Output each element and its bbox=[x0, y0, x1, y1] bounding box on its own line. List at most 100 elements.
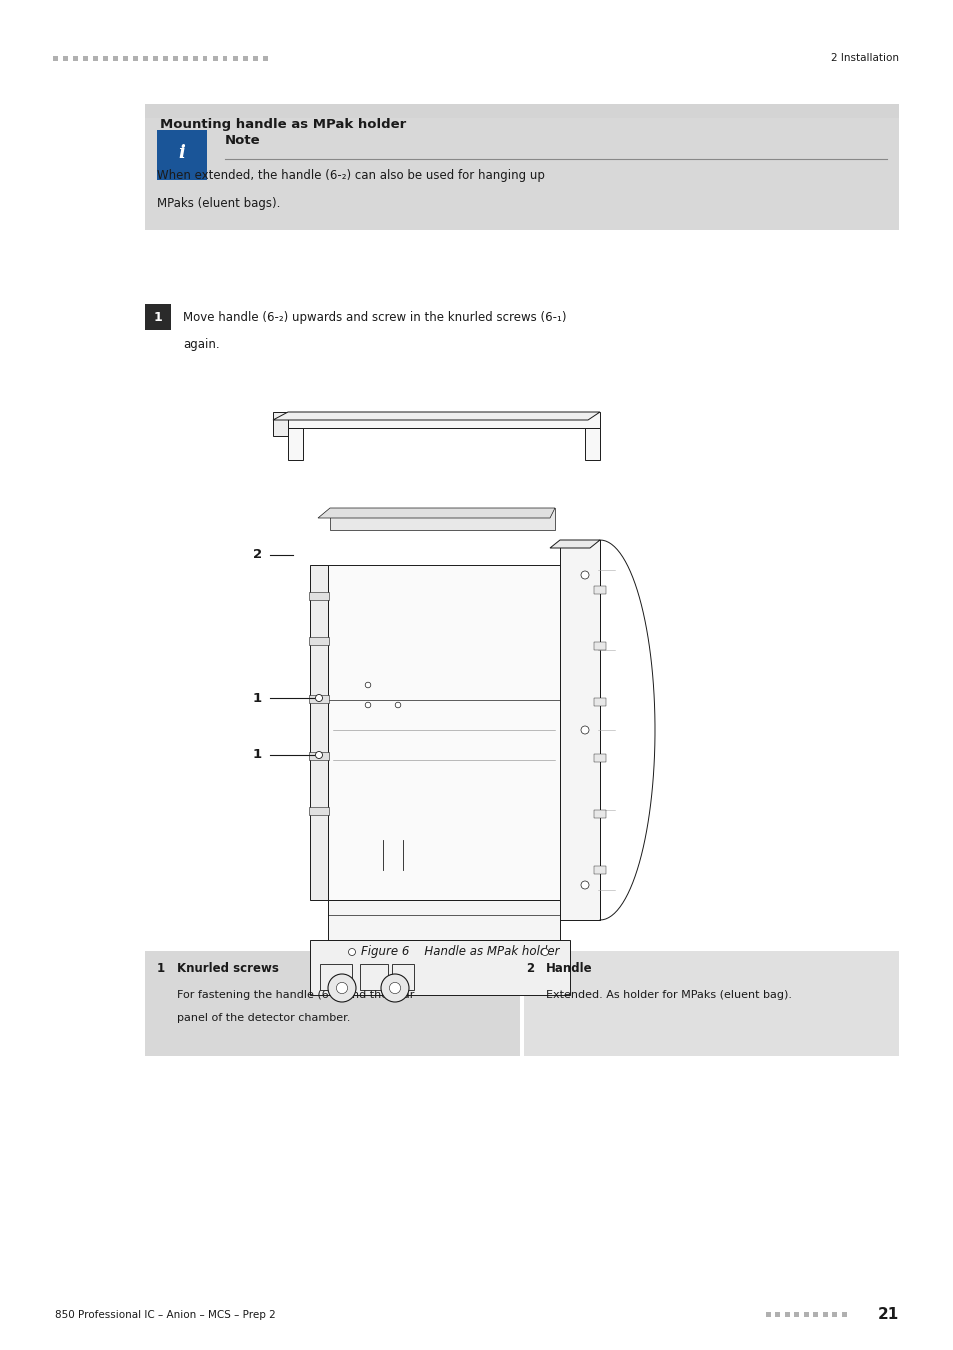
Circle shape bbox=[336, 983, 347, 994]
Bar bbox=[309, 807, 329, 815]
Bar bbox=[309, 695, 329, 703]
Bar bbox=[202, 55, 208, 61]
Text: i: i bbox=[178, 144, 185, 162]
Bar bbox=[822, 1312, 827, 1318]
Bar bbox=[132, 55, 137, 61]
Polygon shape bbox=[273, 412, 599, 420]
Circle shape bbox=[395, 702, 400, 707]
Bar bbox=[813, 1312, 818, 1318]
Text: panel of the detector chamber.: panel of the detector chamber. bbox=[177, 1012, 350, 1023]
Text: 2: 2 bbox=[253, 548, 262, 562]
Text: 1: 1 bbox=[253, 748, 262, 761]
Text: For fastening the handle (6-₂) and the rear: For fastening the handle (6-₂) and the r… bbox=[177, 990, 414, 1000]
Bar bbox=[359, 964, 388, 990]
Circle shape bbox=[389, 983, 400, 994]
Bar bbox=[584, 428, 599, 460]
Bar bbox=[152, 55, 157, 61]
Text: Handle: Handle bbox=[545, 963, 592, 975]
Bar bbox=[72, 55, 77, 61]
Text: Figure 6    Handle as MPak holder: Figure 6 Handle as MPak holder bbox=[360, 945, 558, 958]
Bar bbox=[594, 755, 605, 761]
Text: When extended, the handle (6-₂) can also be used for hanging up: When extended, the handle (6-₂) can also… bbox=[157, 169, 544, 182]
Bar bbox=[309, 637, 329, 645]
Bar bbox=[82, 55, 88, 61]
Circle shape bbox=[315, 752, 322, 759]
Text: MPaks (eluent bags).: MPaks (eluent bags). bbox=[157, 197, 280, 211]
Bar bbox=[841, 1312, 846, 1318]
Text: 1: 1 bbox=[157, 963, 165, 975]
Bar bbox=[832, 1312, 837, 1318]
Circle shape bbox=[580, 571, 588, 579]
Text: Mounting handle as MPak holder: Mounting handle as MPak holder bbox=[160, 117, 406, 131]
Circle shape bbox=[365, 682, 371, 687]
Bar bbox=[309, 593, 329, 599]
Bar bbox=[262, 55, 267, 61]
Bar bbox=[145, 950, 519, 1056]
Bar bbox=[145, 104, 898, 144]
Bar bbox=[765, 1312, 770, 1318]
Bar bbox=[310, 940, 569, 995]
Bar bbox=[182, 55, 188, 61]
Bar bbox=[193, 55, 197, 61]
Bar bbox=[794, 1312, 799, 1318]
Bar bbox=[523, 950, 898, 1056]
Circle shape bbox=[315, 694, 322, 702]
Text: Move handle (6-₂) upwards and screw in the knurled screws (6-₁): Move handle (6-₂) upwards and screw in t… bbox=[183, 310, 566, 324]
Bar bbox=[63, 55, 68, 61]
Bar bbox=[145, 304, 171, 331]
Bar bbox=[222, 55, 227, 61]
Bar bbox=[594, 865, 605, 873]
Text: Note: Note bbox=[225, 134, 260, 147]
Text: 1: 1 bbox=[153, 310, 162, 324]
Bar bbox=[213, 55, 217, 61]
Circle shape bbox=[365, 702, 371, 707]
Bar bbox=[288, 412, 599, 428]
Bar bbox=[172, 55, 177, 61]
Text: 2 Installation: 2 Installation bbox=[830, 53, 898, 63]
Bar bbox=[319, 964, 352, 990]
Circle shape bbox=[380, 973, 409, 1002]
Bar bbox=[594, 586, 605, 594]
Bar bbox=[102, 55, 108, 61]
Bar bbox=[803, 1312, 808, 1318]
Bar bbox=[162, 55, 168, 61]
Polygon shape bbox=[317, 508, 555, 518]
Text: 1: 1 bbox=[253, 691, 262, 705]
Circle shape bbox=[328, 973, 355, 1002]
Bar bbox=[157, 130, 207, 180]
Text: 2: 2 bbox=[525, 963, 534, 975]
Bar bbox=[594, 698, 605, 706]
Text: again.: again. bbox=[183, 338, 219, 351]
Bar bbox=[52, 55, 57, 61]
Bar bbox=[142, 55, 148, 61]
Bar bbox=[775, 1312, 780, 1318]
Bar bbox=[330, 508, 555, 531]
Bar bbox=[92, 55, 97, 61]
Circle shape bbox=[580, 882, 588, 890]
Circle shape bbox=[348, 949, 355, 956]
Polygon shape bbox=[550, 540, 599, 548]
Bar bbox=[253, 55, 257, 61]
Circle shape bbox=[580, 726, 588, 734]
Bar bbox=[310, 566, 328, 900]
Bar bbox=[288, 428, 303, 460]
Bar bbox=[328, 566, 559, 900]
Bar bbox=[594, 643, 605, 649]
Bar bbox=[328, 900, 559, 940]
Bar bbox=[233, 55, 237, 61]
Bar bbox=[784, 1312, 789, 1318]
Text: Extended. As holder for MPaks (eluent bag).: Extended. As holder for MPaks (eluent ba… bbox=[545, 990, 791, 1000]
Bar bbox=[122, 55, 128, 61]
Bar bbox=[145, 117, 898, 230]
Bar bbox=[594, 810, 605, 818]
Circle shape bbox=[541, 949, 548, 956]
Bar bbox=[112, 55, 117, 61]
Bar bbox=[392, 964, 414, 990]
Bar bbox=[309, 752, 329, 760]
Text: 850 Professional IC – Anion – MCS – Prep 2: 850 Professional IC – Anion – MCS – Prep… bbox=[55, 1310, 275, 1320]
Text: Knurled screws: Knurled screws bbox=[177, 963, 278, 975]
Text: 21: 21 bbox=[877, 1307, 898, 1323]
Bar bbox=[559, 540, 599, 919]
Bar bbox=[273, 412, 288, 436]
Bar bbox=[242, 55, 247, 61]
